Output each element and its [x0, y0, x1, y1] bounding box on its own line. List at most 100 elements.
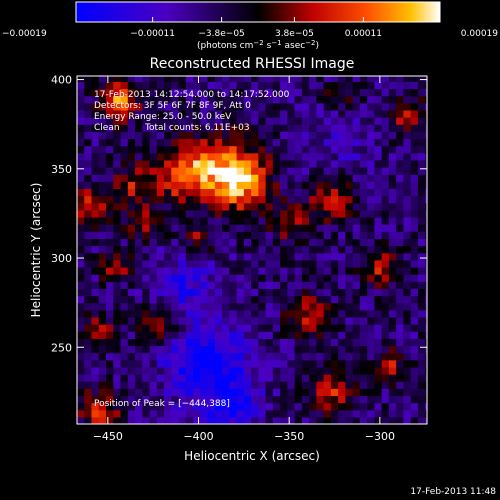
- heatmap-cell: [77, 152, 85, 161]
- heatmap-cell: [120, 209, 129, 218]
- heatmap-cell: [171, 159, 180, 168]
- heatmap-cell: [396, 131, 405, 140]
- heatmap-cell: [287, 209, 296, 218]
- heatmap-cell: [287, 224, 296, 232]
- heatmap-cell: [417, 209, 426, 218]
- heatmap-cell: [214, 159, 223, 168]
- heatmap-cell: [98, 388, 107, 397]
- heatmap-cell: [185, 145, 194, 154]
- heatmap-cell: [251, 102, 259, 111]
- heatmap-cell: [214, 288, 223, 297]
- heatmap-cell: [258, 331, 267, 339]
- heatmap-cell: [236, 288, 245, 297]
- heatmap-cell: [135, 252, 143, 261]
- heatmap-cell: [229, 359, 238, 368]
- heatmap-cell: [323, 188, 332, 197]
- heatmap-cell: [156, 352, 165, 361]
- heatmap-cell: [316, 76, 325, 82]
- heatmap-cell: [265, 188, 274, 197]
- heatmap-cell: [265, 231, 274, 239]
- heatmap-cell: [222, 181, 230, 190]
- heatmap-cell: [251, 174, 259, 182]
- heatmap-cell: [98, 216, 107, 225]
- heatmap-cell: [207, 245, 216, 254]
- heatmap-cell: [229, 124, 238, 132]
- heatmap-cell: [200, 152, 209, 161]
- heatmap-cell: [338, 167, 346, 175]
- heatmap-cell: [294, 76, 303, 82]
- heatmap-cell: [77, 309, 85, 318]
- heatmap-cell: [352, 309, 361, 318]
- heatmap-cell: [301, 188, 310, 197]
- heatmap-cell: [417, 245, 426, 254]
- heatmap-cell: [258, 274, 267, 282]
- heatmap-cell: [236, 245, 245, 254]
- heatmap-cell: [207, 295, 216, 304]
- heatmap-cell: [178, 295, 187, 304]
- heatmap-cell: [120, 238, 129, 247]
- heatmap-cell: [214, 409, 223, 418]
- heatmap-cell: [84, 88, 93, 97]
- heatmap-cell: [127, 409, 136, 418]
- heatmap-cell: [272, 359, 281, 368]
- heatmap-cell: [359, 359, 368, 368]
- heatmap-cell: [272, 288, 281, 297]
- heatmap-cell: [229, 309, 238, 318]
- heatmap-cell: [106, 195, 114, 204]
- heatmap-cell: [367, 409, 376, 418]
- heatmap-cell: [272, 366, 281, 375]
- heatmap-cell: [359, 302, 368, 311]
- heatmap-cell: [287, 81, 296, 90]
- heatmap-cell: [425, 167, 427, 175]
- heatmap-cell: [258, 209, 267, 218]
- heatmap-cell: [323, 416, 332, 424]
- heatmap-cell: [149, 416, 158, 424]
- heatmap-cell: [185, 95, 194, 104]
- heatmap-cell: [301, 309, 310, 318]
- heatmap-cell: [127, 388, 136, 397]
- heatmap-cell: [280, 402, 288, 411]
- heatmap-cell: [258, 324, 267, 332]
- heatmap-cell: [98, 402, 107, 411]
- heatmap-cell: [156, 195, 165, 204]
- heatmap-cell: [185, 117, 194, 125]
- heatmap-cell: [330, 295, 339, 304]
- heatmap-cell: [142, 324, 151, 332]
- heatmap-cell: [120, 359, 129, 368]
- heatmap-cell: [120, 309, 129, 318]
- heatmap-cell: [106, 95, 114, 104]
- heatmap-cell: [345, 224, 354, 232]
- heatmap-cell: [193, 152, 201, 161]
- heatmap-cell: [171, 124, 180, 132]
- heatmap-cell: [330, 145, 339, 154]
- heatmap-cell: [236, 402, 245, 411]
- heatmap-cell: [294, 309, 303, 318]
- heatmap-cell: [229, 395, 238, 404]
- heatmap-cell: [164, 281, 172, 289]
- heatmap-cell: [120, 188, 129, 197]
- heatmap-cell: [345, 88, 354, 97]
- heatmap-cell: [120, 159, 129, 168]
- heatmap-cell: [251, 359, 259, 368]
- heatmap-cell: [345, 345, 354, 354]
- heatmap-cell: [301, 388, 310, 397]
- heatmap-cell: [338, 95, 346, 104]
- heatmap-cell: [323, 76, 332, 82]
- heatmap-cell: [171, 352, 180, 361]
- heatmap-cell: [91, 102, 100, 111]
- heatmap-cell: [200, 109, 209, 118]
- heatmap-cell: [425, 216, 427, 225]
- heatmap-cell: [214, 81, 223, 90]
- heatmap-cell: [236, 224, 245, 232]
- heatmap-cell: [200, 388, 209, 397]
- heatmap-cell: [381, 145, 390, 154]
- heatmap-cell: [330, 209, 339, 218]
- heatmap-cell: [142, 295, 151, 304]
- heatmap-cell: [185, 274, 194, 282]
- heatmap-cell: [374, 338, 383, 347]
- heatmap-cell: [77, 266, 85, 275]
- heatmap-cell: [156, 266, 165, 275]
- heatmap-cell: [207, 109, 216, 118]
- heatmap-cell: [345, 281, 354, 289]
- heatmap-cell: [120, 145, 129, 154]
